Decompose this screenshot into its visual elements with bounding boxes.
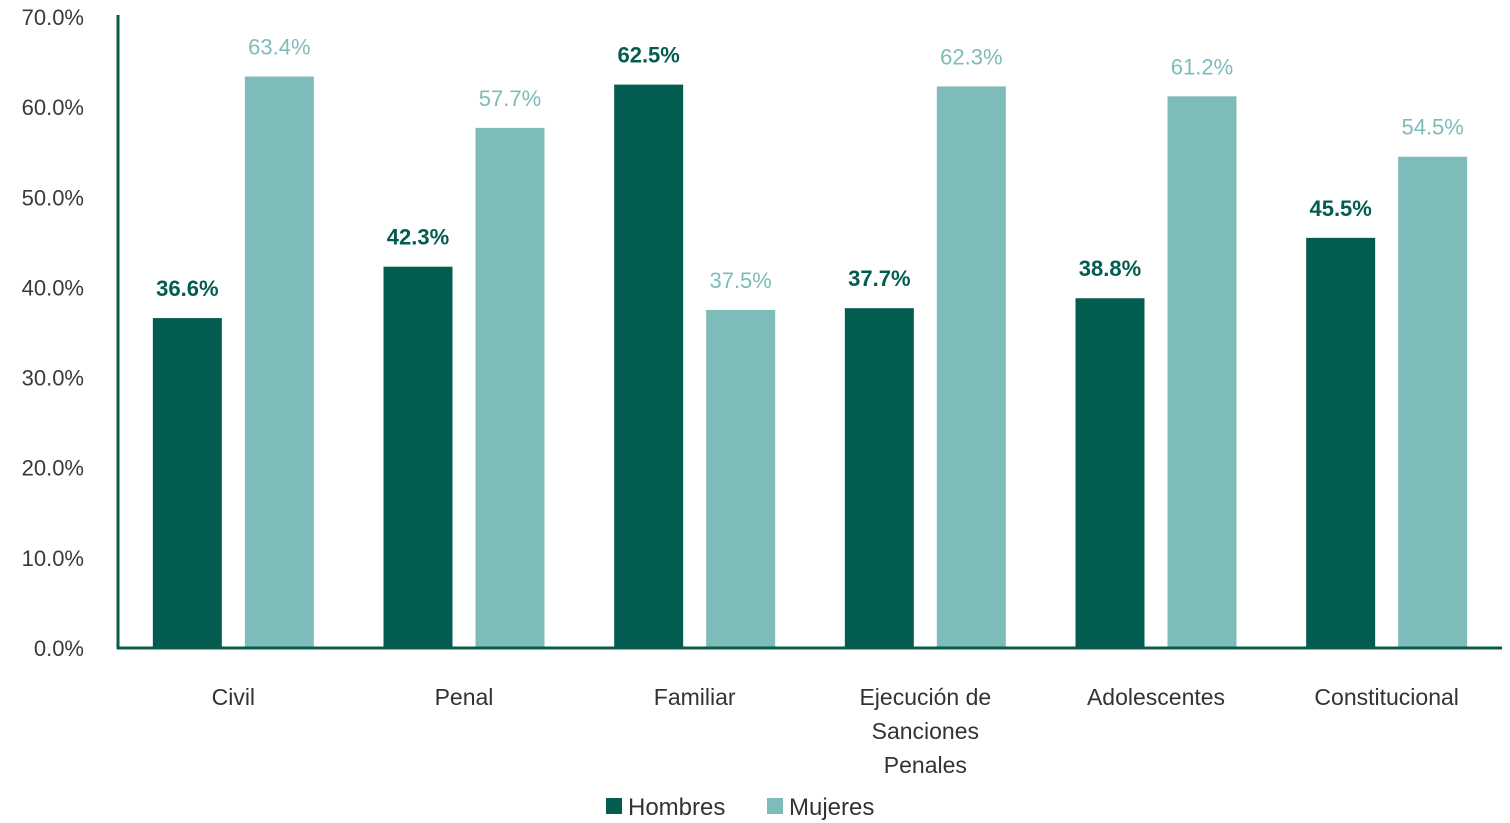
y-tick-label: 50.0%: [22, 185, 84, 210]
bar-mujeres-5: [1398, 156, 1468, 648]
category-label: Penal: [435, 684, 494, 710]
y-tick-label: 70.0%: [22, 5, 84, 30]
data-label-mujeres-5: 54.5%: [1401, 115, 1463, 140]
data-label-hombres-1: 42.3%: [387, 225, 449, 250]
legend: Hombres Mujeres: [606, 794, 874, 821]
data-label-mujeres-1: 57.7%: [479, 86, 541, 111]
category-label: Adolescentes: [1087, 684, 1225, 710]
category-label: Familiar: [654, 684, 736, 710]
data-label-mujeres-3: 62.3%: [940, 44, 1002, 69]
y-tick-label: 40.0%: [22, 275, 84, 300]
y-axis-tick-labels: 0.0% 10.0% 20.0% 30.0% 40.0% 50.0% 60.0% 70.0%: [22, 5, 84, 661]
category-label: Civil: [212, 684, 255, 710]
bar-hombres-5: [1306, 237, 1376, 648]
category-label: Ejecución de Sanciones Penales: [859, 684, 991, 778]
bar-mujeres-3: [936, 86, 1006, 648]
data-label-mujeres-4: 61.2%: [1171, 54, 1233, 79]
bar-hombres-0: [152, 318, 222, 648]
y-tick-label: 60.0%: [22, 95, 84, 120]
y-tick-label: 0.0%: [34, 636, 84, 661]
legend-swatch-mujeres: [767, 798, 783, 814]
bar-hombres-1: [383, 266, 453, 648]
bar-mujeres-0: [244, 76, 314, 649]
legend-label-mujeres: Mujeres: [789, 794, 874, 821]
category-label: Constitucional: [1314, 684, 1458, 710]
x-axis-category-labels: Civil Penal Familiar Ejecución de Sanciones P…: [212, 684, 1459, 778]
data-label-hombres-0: 36.6%: [156, 276, 218, 301]
legend-swatch-hombres: [606, 798, 622, 814]
data-label-mujeres-2: 37.5%: [709, 268, 771, 293]
data-labels: 36.6% 63.4% 42.3% 57.7% 62.5% 37.5% 37.7% 62.3%…: [156, 34, 1464, 301]
y-tick-label: 30.0%: [22, 366, 84, 391]
bar-hombres-3: [844, 308, 914, 648]
y-tick-label: 20.0%: [22, 456, 84, 481]
y-tick-label: 10.0%: [22, 546, 84, 571]
legend-label-hombres: Hombres: [628, 794, 725, 821]
bar-hombres-2: [614, 84, 684, 649]
data-label-hombres-2: 62.5%: [617, 43, 679, 68]
bar-mujeres-4: [1167, 96, 1237, 649]
data-label-hombres-3: 37.7%: [848, 266, 910, 291]
bar-hombres-4: [1075, 298, 1145, 648]
bar-mujeres-2: [706, 309, 776, 648]
bar-mujeres-1: [475, 127, 545, 648]
data-label-hombres-5: 45.5%: [1309, 196, 1371, 221]
axes: [116, 15, 1502, 650]
bars: [152, 76, 1468, 649]
data-label-hombres-4: 38.8%: [1079, 256, 1141, 281]
data-label-mujeres-0: 63.4%: [248, 34, 310, 59]
